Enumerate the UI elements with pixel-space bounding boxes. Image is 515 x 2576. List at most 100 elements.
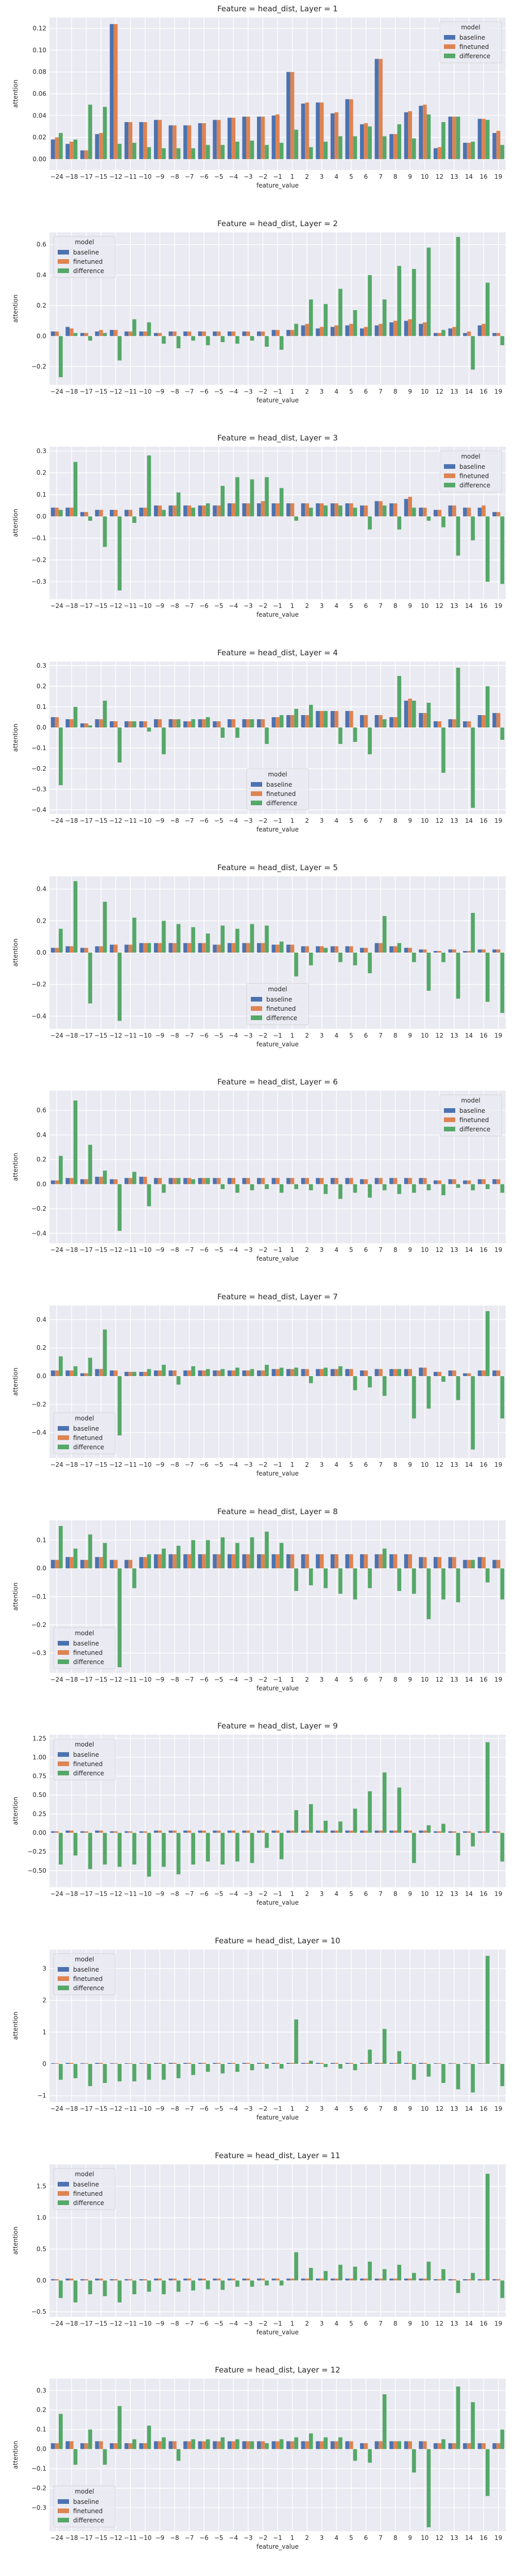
bar-finetuned	[216, 1178, 221, 1184]
legend-entry-finetuned: finetuned	[73, 1760, 102, 1768]
bar-finetuned	[84, 333, 89, 336]
chart-title: Feature = head_dist, Layer = 10	[215, 1936, 340, 1946]
bar-baseline	[374, 501, 379, 517]
bar-baseline	[286, 2441, 290, 2449]
bar-difference	[426, 114, 431, 159]
bar-difference	[220, 1537, 225, 1568]
bar-difference	[132, 2439, 136, 2449]
bar-difference	[426, 1184, 431, 1191]
bar-finetuned	[187, 1831, 192, 1833]
bar-finetuned	[334, 2063, 339, 2064]
bar-finetuned	[55, 1370, 59, 1377]
bar-finetuned	[290, 2441, 295, 2449]
bar-difference	[205, 145, 210, 159]
y-tick-label: −0.2	[31, 1621, 46, 1628]
bar-baseline	[404, 1369, 408, 1377]
x-tick-label: −18	[65, 2534, 78, 2541]
y-tick-label: 0.0	[37, 1181, 46, 1188]
bar-baseline	[183, 721, 187, 727]
bar-finetuned	[231, 2063, 236, 2064]
bar-baseline	[168, 331, 173, 336]
bar-difference	[73, 1833, 78, 1856]
x-tick-label: −12	[109, 602, 122, 609]
legend-title: model	[461, 453, 480, 460]
bar-difference	[500, 335, 505, 345]
x-tick-label: 5	[349, 602, 353, 609]
bar-finetuned	[379, 2063, 383, 2064]
bar-difference	[73, 1366, 78, 1377]
bar-baseline	[213, 1554, 217, 1568]
x-tick-label: −11	[124, 2320, 137, 2327]
x-tick-label: 7	[379, 817, 383, 824]
bar-difference	[471, 2402, 475, 2449]
legend-swatch-difference	[443, 1127, 455, 1132]
bar-difference	[500, 145, 505, 159]
bar-difference	[338, 2437, 342, 2449]
bar-baseline	[198, 1370, 202, 1377]
bar-difference	[368, 2449, 372, 2463]
bar-difference	[205, 717, 210, 727]
x-tick-label: −2	[259, 1032, 268, 1039]
y-tick-label: −0.2	[31, 556, 46, 564]
bar-baseline	[110, 1560, 114, 1568]
x-tick-label: 9	[408, 2534, 412, 2541]
bar-baseline	[404, 1554, 408, 1568]
bar-difference	[88, 1534, 92, 1568]
x-tick-label: 2	[305, 388, 309, 395]
y-tick-label: 0.4	[37, 885, 46, 892]
x-tick-label: 9	[408, 1676, 412, 1683]
bar-finetuned	[276, 2278, 280, 2280]
x-tick-label: −18	[65, 2320, 78, 2327]
bar-finetuned	[231, 2441, 236, 2449]
bar-baseline	[448, 1179, 453, 1184]
bar-baseline	[345, 1831, 350, 1833]
bar-difference	[412, 700, 416, 727]
bar-finetuned	[143, 1177, 147, 1184]
bar-finetuned	[408, 947, 413, 953]
bar-baseline	[227, 331, 232, 336]
y-tick-label: 0.00	[32, 1829, 46, 1837]
bar-difference	[220, 1833, 225, 1865]
y-axis-label: attention	[12, 1582, 19, 1611]
bar-finetuned	[158, 943, 162, 953]
y-tick-label: −0.50	[27, 1867, 46, 1874]
bar-difference	[368, 2049, 372, 2064]
bar-difference	[441, 2269, 445, 2280]
bar-baseline	[286, 1178, 290, 1184]
bar-difference	[471, 1184, 475, 1191]
bar-finetuned	[482, 118, 486, 159]
bar-difference	[191, 148, 195, 159]
bar-difference	[117, 2280, 122, 2302]
x-tick-label: −2	[259, 2534, 268, 2541]
x-tick-label: 10	[421, 1032, 428, 1039]
bar-baseline	[227, 503, 232, 517]
bar-finetuned	[364, 1831, 368, 1833]
chart-svg: −0.50.00.51.01.5−24 −18 −17 −15 −12 −11 −10 −9−…	[12, 2151, 506, 2336]
bar-finetuned	[408, 2441, 413, 2449]
bar-difference	[265, 925, 269, 953]
bar-finetuned	[319, 503, 324, 517]
bar-baseline	[95, 134, 99, 159]
bar-difference	[132, 516, 136, 523]
bar-difference	[265, 1833, 269, 1849]
bar-finetuned	[99, 330, 103, 336]
x-tick-label: 12	[436, 602, 443, 609]
bar-difference	[102, 333, 107, 336]
bar-finetuned	[113, 330, 118, 336]
bar-difference	[353, 2449, 357, 2461]
bar-finetuned	[84, 947, 89, 953]
bar-baseline	[213, 2278, 217, 2280]
x-tick-label: −1	[273, 1246, 282, 1253]
bar-finetuned	[55, 2279, 59, 2280]
y-tick-label: 0.2	[37, 1156, 46, 1163]
bar-finetuned	[99, 946, 103, 953]
bar-difference	[220, 145, 225, 159]
bar-finetuned	[70, 2278, 74, 2280]
bar-difference	[294, 1568, 299, 1591]
bar-baseline	[168, 1370, 173, 1377]
y-tick-label: 1	[42, 2028, 46, 2036]
x-tick-label: −18	[65, 1246, 78, 1253]
legend-entry-finetuned: finetuned	[459, 472, 489, 480]
bar-difference	[102, 1329, 107, 1377]
x-tick-label: −4	[229, 1461, 238, 1468]
